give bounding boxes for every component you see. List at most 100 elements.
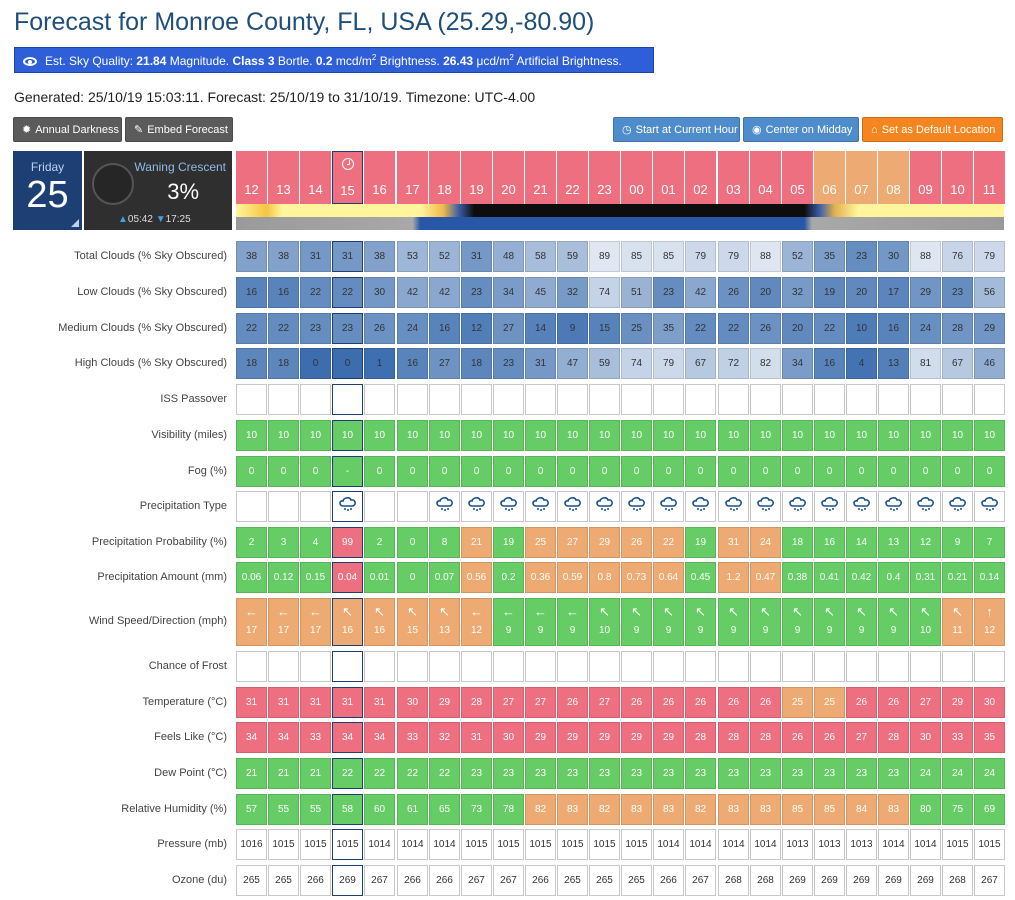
wind-speed: 9 — [505, 625, 512, 636]
high-clouds-sky-obscured-cell: 18 — [268, 348, 299, 379]
start-current-hour-button[interactable]: ◷ Start at Current Hour — [613, 117, 740, 142]
precipitation-amount-mm-cell: 0.64 — [653, 562, 684, 593]
precipitation-type-cell — [910, 491, 941, 522]
feels-like-c-cell: 26 — [782, 722, 813, 753]
chance-of-frost-cell — [782, 651, 813, 682]
precipitation-amount-mm-cell: 0.06 — [236, 562, 267, 593]
chance-of-frost-cell — [910, 651, 941, 682]
wind-speed-direction-mph-cell: ← 17 — [268, 598, 299, 646]
precipitation-amount-mm-cell: 1.2 — [718, 562, 749, 593]
feels-like-c-cell: 26 — [814, 722, 845, 753]
precipitation-probability-cell: 0 — [397, 527, 428, 558]
set-default-location-button[interactable]: ⌂ Set as Default Location — [862, 117, 1003, 142]
hour-05: 05 — [782, 151, 813, 204]
wind-speed-direction-mph-cell: ← 12 — [461, 598, 492, 646]
total-clouds-sky-obscured-cell: 48 — [493, 241, 524, 272]
low-clouds-sky-obscured-cell: 45 — [525, 277, 556, 308]
hour-00: 00 — [621, 151, 652, 204]
ozone-du-cell: 268 — [942, 865, 973, 896]
ozone-du-cell: 265 — [557, 865, 588, 896]
wind-speed-direction-mph-cell: ← 9 — [557, 598, 588, 646]
visibility-miles-cell: 10 — [621, 420, 652, 451]
dew-point-c-cell: 22 — [364, 758, 395, 789]
temperature-c-cell: 26 — [685, 687, 716, 718]
wind-speed-direction-mph-cell: ↖ 10 — [910, 598, 941, 646]
hour-label: 09 — [918, 182, 933, 197]
low-clouds-sky-obscured-cell: 34 — [493, 277, 524, 308]
relative-humidity-cell: 85 — [782, 794, 813, 825]
temperature-c-cell: 26 — [878, 687, 909, 718]
medium-clouds-sky-obscured-cell: 26 — [364, 313, 395, 344]
iss-passover-cell — [718, 384, 749, 415]
iss-passover-cell — [685, 384, 716, 415]
feels-like-c-cell: 34 — [364, 722, 395, 753]
fog-cell: - — [332, 456, 363, 487]
corner-triangle-icon — [71, 219, 79, 227]
visibility-miles-cell: 10 — [878, 420, 909, 451]
row-label-medium-clouds-sky-obscured: Medium Clouds (% Sky Obscured) — [58, 321, 227, 334]
ozone-du-cell: 266 — [300, 865, 331, 896]
fog-cell: 0 — [621, 456, 652, 487]
chance-of-frost-cell — [718, 651, 749, 682]
low-clouds-sky-obscured-cell: 17 — [878, 277, 909, 308]
wind-direction-arrow-icon: ↖ — [728, 604, 739, 619]
ozone-du-cell: 265 — [268, 865, 299, 896]
low-clouds-sky-obscured-cell: 32 — [557, 277, 588, 308]
visibility-miles-cell: 10 — [525, 420, 556, 451]
dew-point-c-cell: 23 — [589, 758, 620, 789]
wind-speed-direction-mph-cell: ↖ 9 — [718, 598, 749, 646]
relative-humidity-cell: 84 — [846, 794, 877, 825]
feels-like-c-cell: 28 — [718, 722, 749, 753]
day-number: 25 — [26, 174, 69, 216]
chance-of-frost-cell — [461, 651, 492, 682]
feels-like-c-cell: 31 — [461, 722, 492, 753]
pressure-mb-cell: 1015 — [461, 829, 492, 860]
iss-passover-cell — [589, 384, 620, 415]
total-clouds-sky-obscured-cell: 58 — [525, 241, 556, 272]
precipitation-type-cell — [653, 491, 684, 522]
fog-cell: 0 — [910, 456, 941, 487]
ozone-du-cell: 267 — [493, 865, 524, 896]
iss-passover-cell — [493, 384, 524, 415]
medium-clouds-sky-obscured-cell: 22 — [814, 313, 845, 344]
high-clouds-sky-obscured-cell: 0 — [300, 348, 331, 379]
row-label-dew-point-c: Dew Point (°C) — [154, 766, 227, 779]
fog-cell: 0 — [750, 456, 781, 487]
center-midday-button[interactable]: ◉ Center on Midday — [743, 117, 859, 142]
feels-like-c-cell: 33 — [942, 722, 973, 753]
hour-07: 07 — [846, 151, 877, 204]
hour-label: 06 — [822, 182, 837, 197]
iss-passover-cell — [461, 384, 492, 415]
wind-speed: 9 — [633, 625, 640, 636]
hour-label: 13 — [276, 182, 291, 197]
annual-darkness-button[interactable]: ✹ Annual Darkness — [13, 117, 122, 142]
precipitation-amount-mm-cell: 0.59 — [557, 562, 588, 593]
temperature-c-cell: 26 — [621, 687, 652, 718]
ozone-du-cell: 266 — [429, 865, 460, 896]
chance-of-frost-cell — [332, 651, 363, 682]
pressure-mb-cell: 1014 — [910, 829, 941, 860]
feels-like-c-cell: 34 — [268, 722, 299, 753]
pressure-mb-cell: 1014 — [878, 829, 909, 860]
wind-direction-arrow-icon: ↖ — [663, 604, 674, 619]
wind-direction-arrow-icon: ↖ — [824, 604, 835, 619]
relative-humidity-cell: 83 — [718, 794, 749, 825]
dew-point-c-cell: 22 — [429, 758, 460, 789]
low-clouds-sky-obscured-cell: 51 — [621, 277, 652, 308]
high-clouds-sky-obscured-cell: 4 — [846, 348, 877, 379]
medium-clouds-sky-obscured-cell: 26 — [750, 313, 781, 344]
moon-times: ▲05:42 ▼17:25 — [118, 214, 191, 225]
embed-forecast-button[interactable]: ✎ Embed Forecast — [125, 117, 233, 142]
precipitation-amount-mm-cell: 0.56 — [461, 562, 492, 593]
precipitation-type-cell — [493, 491, 524, 522]
feels-like-c-cell: 33 — [397, 722, 428, 753]
medium-clouds-sky-obscured-cell: 28 — [942, 313, 973, 344]
chance-of-frost-cell — [621, 651, 652, 682]
high-clouds-sky-obscured-cell: 18 — [461, 348, 492, 379]
pressure-mb-cell: 1014 — [653, 829, 684, 860]
wind-speed: 9 — [697, 625, 704, 636]
precipitation-amount-mm-cell: 0.04 — [332, 562, 363, 593]
precipitation-type-cell — [621, 491, 652, 522]
hour-label: 08 — [886, 182, 901, 197]
pressure-mb-cell: 1014 — [685, 829, 716, 860]
